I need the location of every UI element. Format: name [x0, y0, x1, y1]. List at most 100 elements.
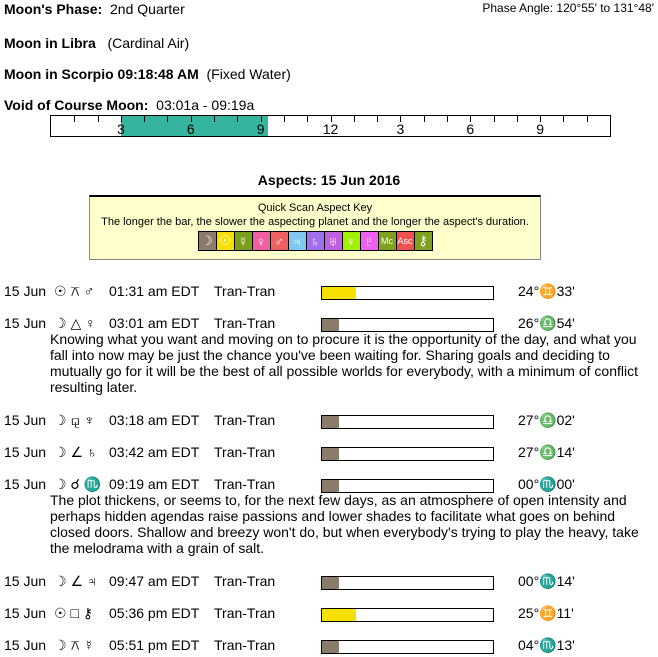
aspect-duration-fill	[322, 448, 340, 460]
timeline-tick	[74, 116, 76, 122]
aspect-duration-bar	[321, 640, 494, 654]
timeline-tick	[167, 116, 169, 122]
aspect-time: 03:18 am EDT	[109, 412, 200, 428]
aspect-date: 15 Jun	[4, 444, 47, 460]
aspect-date: 15 Jun	[4, 283, 47, 299]
aspect-time: 03:01 am EDT	[109, 315, 200, 331]
aspect-position: 25°♊11'	[518, 605, 574, 621]
aspect-duration-bar	[321, 447, 494, 461]
timeline-tick	[470, 116, 472, 122]
aspect-duration-bar	[321, 608, 494, 622]
timeline-tick	[283, 116, 285, 122]
void-period-band	[121, 116, 268, 136]
aspect-time: 03:42 am EDT	[109, 444, 200, 460]
aspect-type: Tran-Tran	[214, 573, 276, 589]
planet-glyph-icon: ♃	[288, 232, 307, 250]
moon-ingress-note: (Fixed Water)	[206, 66, 291, 82]
aspect-position: 24°♊33'	[518, 283, 575, 299]
aspect-date: 15 Jun	[4, 412, 47, 428]
aspect-duration-fill	[322, 480, 340, 492]
moon-sign-label: Moon in Libra	[4, 35, 96, 51]
aspect-row: 15 Jun ☽ △ ♀ 03:01 am EDT Tran-Tran 26°♎…	[4, 315, 658, 333]
aspect-duration-bar	[321, 286, 494, 300]
aspect-date: 15 Jun	[4, 315, 47, 331]
aspect-row: 15 Jun ☉ ⚻ ♂ 01:31 am EDT Tran-Tran 24°♊…	[4, 283, 658, 301]
aspect-row: 15 Jun ☽ ⚼ ♆ 03:18 am EDT Tran-Tran 27°♎…	[4, 412, 658, 430]
aspect-position: 27°♎02'	[518, 412, 575, 428]
aspect-duration-fill	[322, 641, 340, 653]
aspect-duration-fill	[322, 577, 340, 589]
aspect-glyphs: ☉ □ ⚷	[54, 605, 94, 621]
aspect-description: Knowing what you want and moving on to p…	[50, 331, 638, 395]
aspect-row: 15 Jun ☽ ∠ ♄ 03:42 am EDT Tran-Tran 27°♎…	[4, 444, 658, 462]
moon-sign-note: (Cardinal Air)	[107, 35, 190, 51]
aspect-duration-bar	[321, 415, 494, 429]
timeline-hour-label: 12	[322, 121, 339, 137]
planet-glyph-icon: ☿	[234, 232, 253, 250]
timeline-tick	[563, 116, 565, 122]
planet-glyph-icon: ⚷	[414, 232, 432, 250]
aspect-position: 27°♎14'	[518, 444, 575, 460]
aspect-type: Tran-Tran	[214, 605, 276, 621]
moon-ingress: Moon in Scorpio 09:18:48 AM (Fixed Water…	[4, 66, 291, 82]
moon-ingress-label: Moon in Scorpio 09:18:48 AM	[4, 66, 199, 82]
aspect-row: 15 Jun ☽ ∠ ♃ 09:47 am EDT Tran-Tran 00°♏…	[4, 573, 658, 591]
aspect-date: 15 Jun	[4, 605, 47, 621]
aspect-type: Tran-Tran	[214, 283, 276, 299]
timeline-tick	[120, 116, 122, 122]
aspect-position: 04°♏13'	[518, 637, 575, 653]
timeline-hour-label: 3	[116, 121, 125, 137]
aspect-glyphs: ☽ ∠ ♃	[54, 573, 98, 589]
planet-glyph-icon: ☽	[198, 232, 217, 250]
aspect-key-title: Quick Scan Aspect Key	[257, 202, 373, 214]
moon-sign: Moon in Libra (Cardinal Air)	[4, 35, 189, 51]
timeline-hour-label: 9	[256, 121, 265, 137]
moon-phase-label: Moon's Phase:	[4, 1, 103, 17]
timeline-tick	[540, 116, 542, 122]
aspect-type: Tran-Tran	[214, 315, 276, 331]
aspect-duration-fill	[322, 287, 357, 299]
aspect-glyphs: ☽ ∠ ♄	[54, 444, 98, 460]
void-label: Void of Course Moon:	[4, 97, 149, 113]
aspect-type: Tran-Tran	[214, 444, 276, 460]
aspect-duration-fill	[322, 319, 340, 331]
aspect-duration-bar	[321, 479, 494, 493]
aspect-glyphs: ☽ ⚼ ♆	[54, 412, 95, 428]
aspect-duration-fill	[322, 416, 340, 428]
aspect-duration-bar	[321, 576, 494, 590]
timeline-hour-label: 3	[396, 121, 405, 137]
timeline-tick	[190, 116, 192, 122]
timeline-tick	[377, 116, 379, 122]
aspect-type: Tran-Tran	[214, 476, 276, 492]
void-of-course: Void of Course Moon: 03:01a - 09:19a	[4, 97, 254, 113]
aspect-row: 15 Jun ☉ □ ⚷ 05:36 pm EDT Tran-Tran 25°♊…	[4, 605, 658, 623]
aspect-date: 15 Jun	[4, 476, 47, 492]
planet-glyph-icon: ♅	[324, 232, 343, 250]
aspect-type: Tran-Tran	[214, 412, 276, 428]
timeline-tick	[144, 116, 146, 122]
aspect-description: The plot thickens, or seems to, for the …	[50, 492, 639, 556]
timeline-hour-label: 6	[186, 121, 195, 137]
aspect-key: Quick Scan Aspect Key The longer the bar…	[89, 195, 541, 260]
aspect-glyphs: ☽ ☌ ♏	[54, 476, 102, 492]
timeline-tick	[330, 116, 332, 122]
void-value: 03:01a - 09:19a	[156, 97, 255, 113]
timeline-tick	[493, 116, 495, 122]
void-timeline: 3 6 9 12 3 6 9	[50, 115, 611, 137]
planet-glyph-icon: ♇	[360, 232, 379, 250]
aspect-glyphs: ☽ ⚻ ☿	[54, 637, 95, 653]
planet-glyph-icon: ☉	[216, 232, 235, 250]
timeline-tick	[353, 116, 355, 122]
planet-glyph-icon: ♄	[306, 232, 325, 250]
aspects-title: Aspects: 15 Jun 2016	[257, 172, 401, 188]
aspect-duration-bar	[321, 318, 494, 332]
timeline-tick	[446, 116, 448, 122]
aspect-position: 26°♎54'	[518, 315, 575, 331]
aspect-row: 15 Jun ☽ ⚻ ☿ 05:51 pm EDT Tran-Tran 04°♏…	[4, 637, 658, 655]
planet-glyph-legend: ☽ ☉ ☿ ♀ ♂ ♃ ♄ ♅ ♆ ♇ Mc Asc ⚷	[197, 231, 433, 251]
aspect-time: 09:47 am EDT	[109, 573, 200, 589]
timeline-tick	[516, 116, 518, 122]
aspect-glyphs: ☉ ⚻ ♂	[54, 283, 95, 299]
planet-glyph-icon: Asc	[396, 232, 415, 250]
aspect-position: 00°♏14'	[518, 573, 575, 589]
